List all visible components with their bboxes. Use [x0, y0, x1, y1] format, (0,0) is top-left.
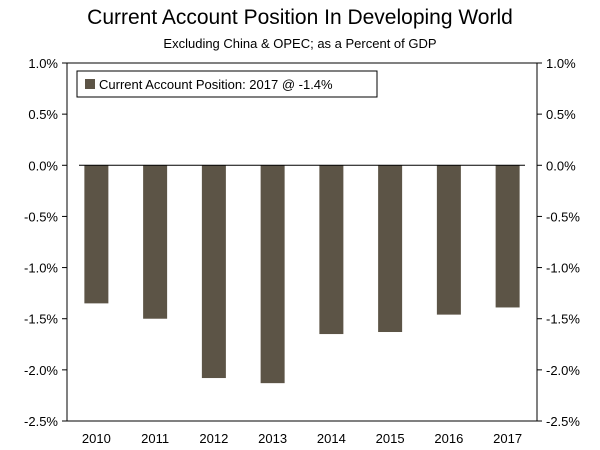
x-tick-label: 2013 [258, 431, 287, 446]
y-tick-label-left: 0.5% [28, 107, 58, 122]
y-tick-label-right: -1.5% [546, 312, 580, 327]
y-tick-label-right: 0.5% [546, 107, 576, 122]
x-tick-label: 2011 [141, 431, 169, 446]
legend-label: Current Account Position: 2017 @ -1.4% [99, 77, 333, 92]
y-tick-label-right: -2.5% [546, 414, 580, 429]
bar-2013 [260, 165, 285, 384]
x-tick-label: 2017 [493, 431, 522, 446]
bar-2012 [201, 165, 226, 379]
y-axis-left: 1.0% 0.5% 0.0% -0.5% -1.0% -1.5% -2.0% -2.5% [24, 56, 67, 429]
y-axis-right: 1.0% 0.5% 0.0% -0.5% -1.0% -1.5% -2.0% -2.5% [537, 56, 580, 429]
y-tick-label-left: 0.0% [28, 158, 58, 173]
y-tick-label-left: -0.5% [24, 209, 58, 224]
y-tick-label-left: -2.0% [24, 363, 58, 378]
y-tick-label-left: -1.0% [24, 261, 58, 276]
plot-area-frame [66, 62, 538, 422]
y-tick-label-right: -0.5% [546, 209, 580, 224]
bar-2017 [495, 165, 520, 308]
bar-2010 [84, 165, 109, 304]
x-axis: 2010 2011 2012 2013 2014 2015 2016 2017 [82, 431, 522, 446]
x-tick-label: 2016 [434, 431, 463, 446]
bar-2011 [143, 165, 168, 319]
chart-title: Current Account Position In Developing W… [87, 6, 513, 29]
x-tick-label: 2014 [317, 431, 346, 446]
y-tick-label-left: -1.5% [24, 312, 58, 327]
bar-series [84, 165, 520, 384]
x-tick-label: 2012 [199, 431, 228, 446]
legend: Current Account Position: 2017 @ -1.4% [76, 70, 378, 98]
y-tick-label-left: -2.5% [24, 414, 58, 429]
legend-box [76, 70, 378, 98]
bar-2016 [436, 165, 461, 315]
y-tick-label-right: 1.0% [546, 56, 576, 71]
x-tick-label: 2015 [376, 431, 405, 446]
bar-2015 [378, 165, 403, 333]
y-tick-label-right: -1.0% [546, 261, 580, 276]
y-tick-label-right: -2.0% [546, 363, 580, 378]
legend-swatch [85, 79, 95, 89]
bar-2014 [319, 165, 344, 335]
chart-subtitle: Excluding China & OPEC; as a Percent of … [163, 36, 437, 51]
x-tick-label: 2010 [82, 431, 111, 446]
y-tick-label-left: 1.0% [28, 56, 58, 71]
y-tick-label-right: 0.0% [546, 158, 576, 173]
